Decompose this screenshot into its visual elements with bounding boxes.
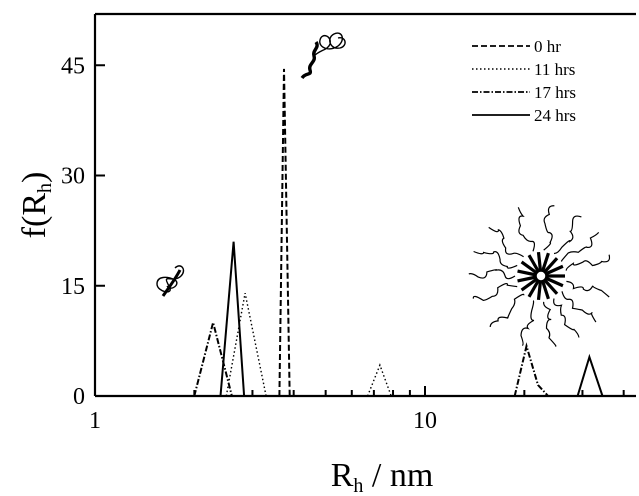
series-line-24-hrs xyxy=(576,353,604,397)
y-axis-title: f(Rh) xyxy=(16,172,56,239)
series-line-11-hrs xyxy=(225,292,267,397)
legend-label: 0 hr xyxy=(534,37,561,56)
x-tick-label: 10 xyxy=(413,408,437,434)
y-tick-label: 45 xyxy=(61,53,85,79)
legend: 0 hr 11 hrs 17 hrs 24 hrs xyxy=(472,37,576,125)
series-line-17-hrs xyxy=(193,322,233,397)
coil-chain-illustration xyxy=(300,32,346,80)
series-line-17-hrs xyxy=(513,342,549,397)
axis-ticks xyxy=(94,64,625,397)
y-tick-label: 0 xyxy=(73,384,85,410)
y-tick-label: 15 xyxy=(61,274,85,300)
y-tick-label: 30 xyxy=(61,164,85,190)
single-chain-illustration xyxy=(156,265,185,297)
micelle-illustration xyxy=(468,205,611,347)
series-line-24-hrs xyxy=(219,241,246,397)
series-line-0-hr xyxy=(278,68,291,397)
legend-label: 17 hrs xyxy=(534,83,576,102)
series-lines xyxy=(193,68,604,397)
tick-labels: 0 15 30 45 1 10 xyxy=(61,53,437,434)
series-line-11-hrs xyxy=(366,363,392,397)
legend-label: 24 hrs xyxy=(534,106,576,125)
x-tick-label: 1 xyxy=(89,408,101,434)
x-axis-title: Rh / nm xyxy=(331,457,434,496)
legend-label: 11 hrs xyxy=(534,60,575,79)
